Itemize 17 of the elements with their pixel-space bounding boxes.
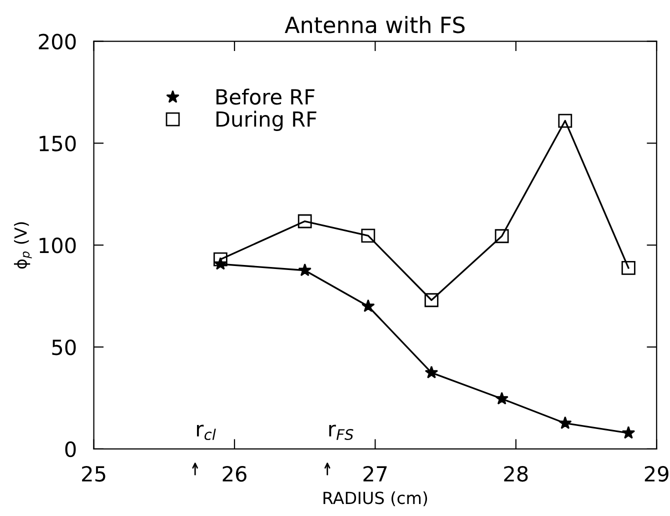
x-axis-title: RADIUS (cm) bbox=[324, 491, 428, 506]
chart-title: Antenna with FS bbox=[284, 16, 465, 34]
y-axis-title: ϕ$_{p}$ (V) bbox=[14, 222, 32, 269]
x-tick-label: 25 bbox=[82, 466, 106, 482]
x-tick-label: 27 bbox=[363, 466, 387, 482]
x-tick-label: 28 bbox=[504, 466, 528, 482]
legend-label: During RF bbox=[216, 110, 316, 131]
y-tick-label: 0 bbox=[65, 441, 76, 458]
y-tick-label: 50 bbox=[52, 339, 76, 356]
x-tick-label: 26 bbox=[222, 466, 246, 482]
x-tick-label: 29 bbox=[644, 466, 668, 482]
annotation: r$_{FS}$ bbox=[329, 424, 354, 440]
annotation: r$_{cl}$ bbox=[196, 424, 216, 440]
y-tick-label: 100 bbox=[40, 238, 76, 254]
legend-label: Before RF bbox=[216, 88, 314, 105]
y-tick-label: 150 bbox=[40, 136, 76, 152]
y-tick-label: 200 bbox=[38, 34, 76, 50]
